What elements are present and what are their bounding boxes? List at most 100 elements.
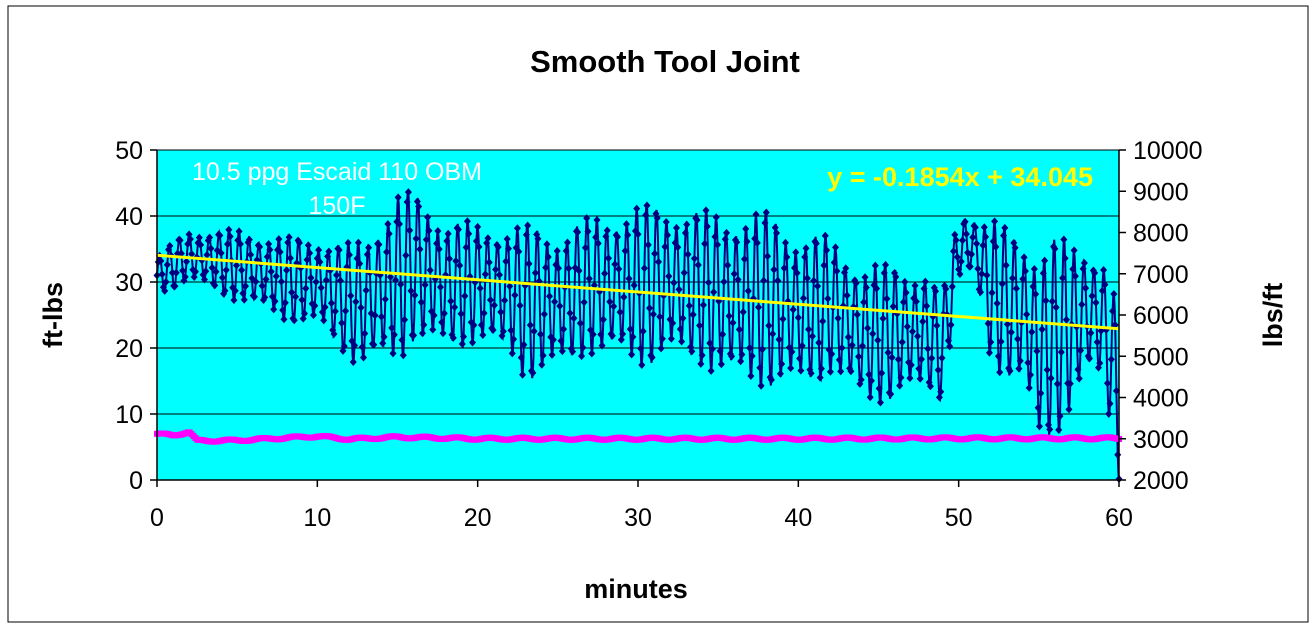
torque-point [436,283,444,292]
torque-point [375,240,383,249]
torque-point [569,347,577,356]
torque-point [621,246,629,255]
torque-point [755,303,763,312]
torque-point [689,310,697,319]
torque-point [788,347,796,356]
torque-point [451,303,459,312]
torque-point [1079,264,1087,273]
torque-point [470,321,478,330]
torque-point [948,282,956,291]
torque-point [697,359,705,368]
torque-point [525,259,533,268]
torque-point [742,224,750,233]
torque-point [969,233,977,242]
torque-point [928,354,936,363]
torque-point [688,347,696,356]
torque-point [864,324,872,333]
torque-point [820,261,828,270]
y-left-tick-label: 10 [115,401,143,429]
torque-point [510,335,518,344]
torque-point [946,342,954,351]
torque-point [953,253,961,262]
torque-point [826,367,834,376]
torque-point [775,335,783,344]
axes [150,149,1126,487]
torque-point [390,330,398,339]
torque-point [1021,267,1029,276]
torque-point [325,247,333,256]
torque-point [519,370,527,379]
torque-point [270,305,278,314]
torque-point [982,232,990,241]
torque-point [381,295,389,304]
torque-point [770,265,778,274]
torque-point [335,246,343,255]
torque-point [1100,265,1108,274]
torque-point [312,277,320,286]
torque-point [719,330,727,339]
torque-point [883,294,891,303]
y-right-tick-label: 5000 [1133,343,1189,371]
torque-point [515,247,523,256]
torque-point [604,254,612,263]
torque-point [398,335,406,344]
torque-point [1080,259,1088,268]
torque-point [1098,286,1106,295]
torque-point [540,310,548,319]
torque-point [835,355,843,364]
torque-point [950,247,958,256]
chart-title: Smooth Tool Joint [530,44,800,79]
torque-point [157,256,165,265]
torque-point [790,263,798,272]
torque-point [163,260,171,269]
torque-point [1057,348,1065,357]
torque-point [222,265,230,274]
torque-point [302,284,310,293]
torque-point [389,349,397,358]
torque-point [853,310,861,319]
torque-point [711,232,719,241]
torque-point [252,277,260,286]
torque-point [617,335,625,344]
torque-point [529,368,537,377]
torque-point [1023,310,1031,319]
torque-point [916,374,924,383]
torque-point [724,261,732,270]
torque-point [265,240,273,249]
torque-point [911,281,919,290]
torque-point [978,269,986,278]
torque-point [670,278,678,287]
torque-point [706,339,714,348]
torque-point [667,334,675,343]
torque-point [664,231,672,240]
torque-point [1053,379,1061,388]
torque-point [1020,253,1028,262]
x-tick-label: 30 [624,504,652,532]
torque-point [710,288,718,297]
torque-point [263,252,271,261]
torque-point [708,344,716,353]
torque-point [495,270,503,279]
y-left-tick-label: 20 [115,335,143,363]
torque-point [597,330,605,339]
torque-point [499,327,507,336]
torque-point [1002,261,1010,270]
y-right-tick-labels: 2000 3000 4000 5000 6000 7000 8000 9000 10000 [1133,137,1203,495]
torque-point [942,284,950,293]
torque-point [179,266,187,275]
torque-point [385,229,393,238]
torque-point [879,314,887,323]
torque-point [858,341,866,350]
torque-point [738,350,746,359]
torque-point [967,250,975,259]
torque-point [429,325,437,334]
torque-point [919,317,927,326]
torque-point [730,269,738,278]
torque-point [336,276,344,285]
torque-point [1016,356,1024,365]
torque-point [158,270,166,279]
torque-point [648,353,656,362]
torque-point [991,217,999,226]
torque-point [474,222,482,231]
torque-point [480,309,488,318]
